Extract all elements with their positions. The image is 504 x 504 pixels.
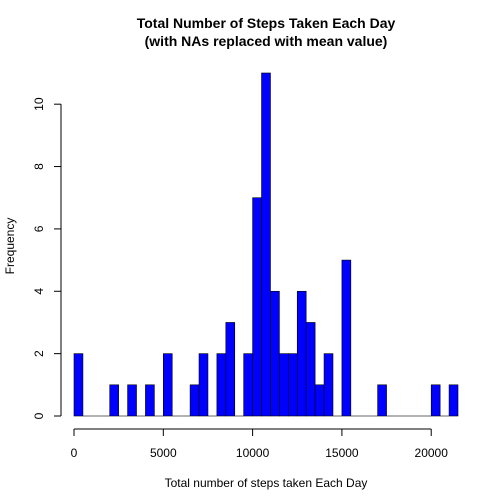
- histogram-bar: [261, 72, 271, 417]
- histogram-bar: [73, 353, 84, 417]
- y-axis: 0 2 4 6 8 10: [32, 97, 62, 419]
- histogram-bar: [323, 353, 334, 417]
- bars-group: [73, 72, 459, 417]
- histogram-bar: [189, 384, 200, 417]
- histogram-bar: [243, 353, 253, 417]
- chart-title-line-1: Total Number of Steps Taken Each Day: [137, 15, 396, 31]
- histogram-bar: [305, 322, 316, 417]
- y-tick-label: 6: [32, 225, 46, 232]
- histogram-bar: [341, 259, 352, 417]
- histogram-bar: [216, 353, 227, 417]
- y-tick-label: 0: [32, 412, 46, 419]
- histogram-bar: [279, 353, 289, 417]
- x-tick-label: 20000: [415, 446, 449, 460]
- x-tick-label: 15000: [325, 446, 359, 460]
- histogram-bar: [430, 384, 441, 417]
- histogram-bar: [296, 290, 307, 417]
- histogram-bar: [288, 353, 298, 417]
- y-tick-label: 8: [32, 163, 46, 170]
- x-tick-label: 0: [71, 446, 78, 460]
- y-tick-label: 10: [32, 97, 46, 111]
- histogram-bar: [448, 384, 459, 417]
- x-tick-label: 10000: [236, 446, 270, 460]
- histogram-bar: [225, 322, 236, 417]
- histogram-bar: [270, 290, 280, 417]
- histogram-bar: [314, 384, 325, 417]
- x-axis-label: Total number of steps taken Each Day: [165, 476, 368, 490]
- x-axis: 0 5000 10000 15000 20000: [71, 428, 449, 460]
- histogram-bar: [145, 384, 155, 417]
- y-tick-label: 2: [32, 350, 46, 357]
- histogram-bar: [109, 384, 119, 417]
- histogram-bar: [252, 197, 262, 417]
- chart-title-line-2: (with NAs replaced with mean value): [145, 33, 388, 49]
- y-axis-label: Frequency: [3, 218, 17, 275]
- y-tick-label: 4: [32, 288, 46, 295]
- histogram-bar: [198, 353, 209, 417]
- histogram-bar: [163, 353, 173, 417]
- x-tick-label: 5000: [150, 446, 177, 460]
- histogram-bar: [127, 384, 137, 417]
- histogram-bar: [377, 384, 387, 417]
